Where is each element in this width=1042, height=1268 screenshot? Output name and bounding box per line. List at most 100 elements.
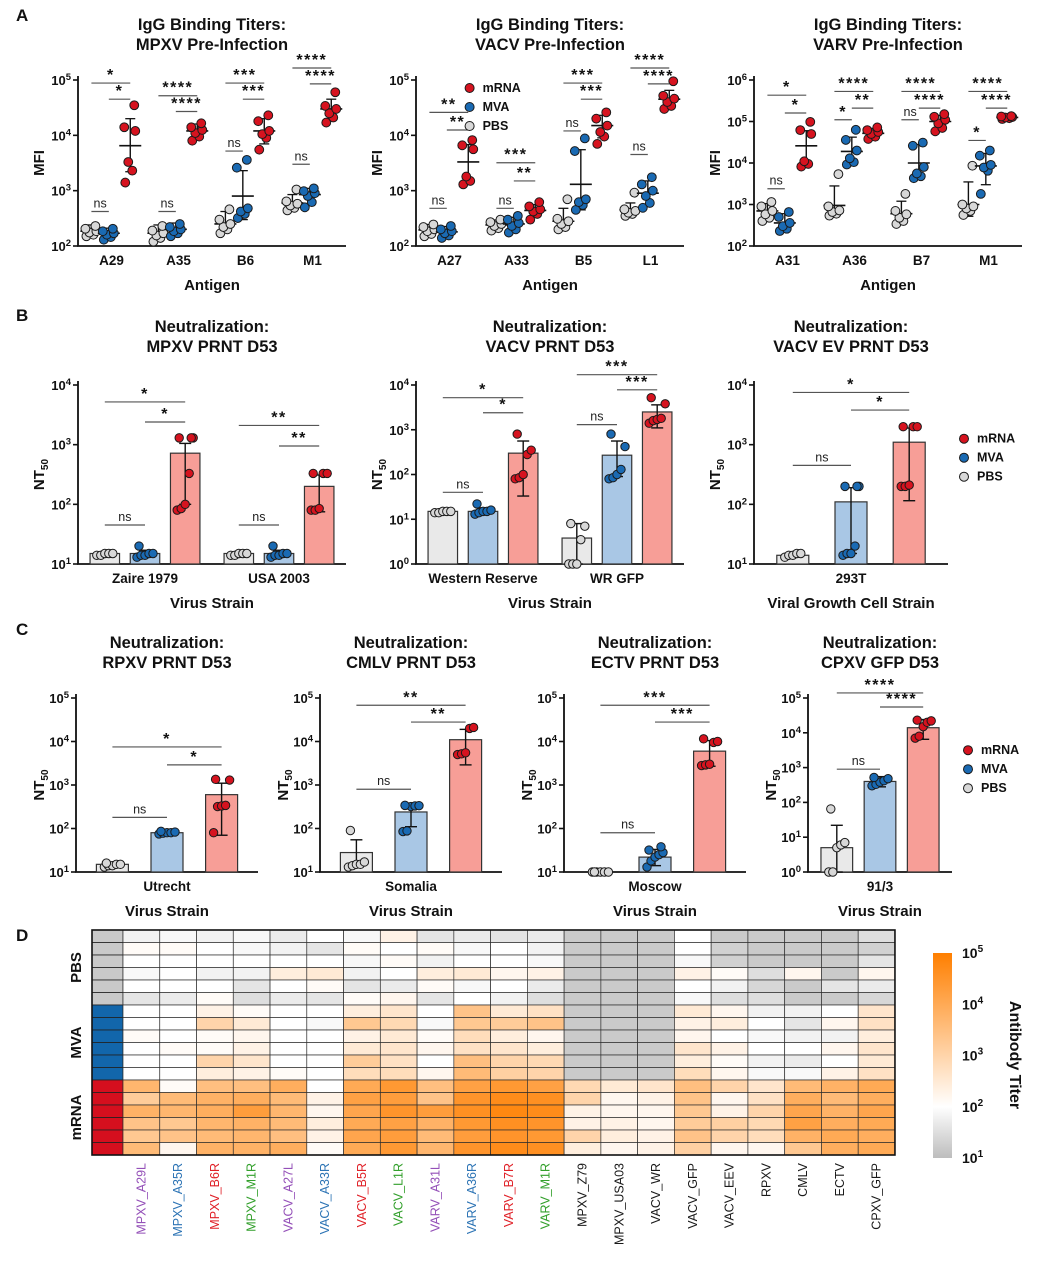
heatmap-cell: [674, 942, 712, 956]
heatmap-cell: [306, 1029, 344, 1043]
heatmap-cell: [306, 1117, 344, 1131]
x-axis-label: Virus Strain: [838, 903, 922, 920]
chart-title-line2: CPXV GFP D53: [821, 654, 939, 672]
data-point: [460, 748, 471, 758]
data-point: [799, 156, 810, 167]
heatmap-cell: [490, 1092, 528, 1106]
heatmap-cell: [232, 1042, 271, 1056]
sig-label: ns: [621, 818, 634, 832]
data-point: [576, 534, 586, 545]
heatmap-cell: [343, 1129, 381, 1143]
heatmap-cell: [637, 967, 675, 981]
heatmap-cell: [857, 1042, 896, 1056]
legend-swatch: [959, 452, 969, 463]
data-point: [359, 857, 370, 867]
heatmap-cell: [343, 1042, 381, 1056]
y-tick-label: 102: [781, 794, 801, 810]
heatmap-cell: [600, 929, 638, 943]
panel-label-d: D: [16, 926, 29, 945]
colorbar-tick: 103: [962, 1047, 984, 1064]
heatmap-cell: [784, 979, 822, 993]
column-label: VARV_A31L: [428, 1163, 442, 1232]
heatmap-cell: [784, 1017, 822, 1031]
heatmap-cell: [196, 942, 234, 956]
colorbar-tick: 101: [962, 1149, 984, 1166]
y-tick-label: 104: [727, 155, 747, 171]
data-point: [606, 429, 616, 439]
heatmap-cell: [453, 1029, 491, 1043]
chart-igg-varv: IgG Binding Titers: VARV Pre-Infection 102…: [706, 4, 1034, 298]
colorbar-tick: 102: [962, 1098, 984, 1115]
heatmap-cell: [269, 942, 308, 956]
group-cell-PBS: [91, 954, 124, 968]
heatmap-cell: [527, 1054, 565, 1068]
data-point: [704, 759, 715, 769]
data-point: [929, 111, 940, 122]
heatmap-cell: [563, 1117, 602, 1131]
sig-label: ns: [133, 802, 146, 816]
heatmap-cell: [379, 1079, 418, 1093]
data-point: [119, 122, 130, 133]
data-point: [603, 867, 614, 877]
heatmap-cell: [857, 967, 896, 981]
heatmap-cell: [527, 1117, 565, 1131]
data-point: [975, 189, 986, 199]
heatmap-cell: [306, 1004, 344, 1018]
chart-title-line1: Neutralization:: [598, 634, 713, 652]
y-tick-label: 101: [293, 864, 313, 880]
data-point: [840, 135, 851, 145]
data-point: [467, 135, 478, 146]
sig-label: *: [792, 97, 800, 114]
heatmap-cell: [674, 1029, 712, 1043]
group-cell-mRNA: [91, 1092, 124, 1106]
chart-neut-cpxv: Neutralization: CPXV GFP D53 100 101 102 103 1…: [762, 622, 1038, 924]
colorbar-tick: 105: [962, 944, 984, 961]
heatmap-cell: [306, 942, 344, 956]
heatmap-cell: [122, 929, 161, 943]
heatmap-cell: [416, 942, 455, 956]
sig-label: ***: [233, 67, 256, 84]
heatmap-cell: [821, 1079, 859, 1093]
heatmap-cell: [857, 1129, 896, 1143]
data-point: [435, 224, 446, 235]
heatmap-cell: [821, 954, 859, 968]
data-point: [445, 221, 456, 231]
data-point: [502, 214, 513, 225]
data-point: [461, 171, 472, 182]
y-axis-label: MFI: [707, 150, 724, 176]
heatmap-cell: [710, 1054, 749, 1068]
chart-neut-ectv: Neutralization: ECTV PRNT D53 101 102 103 104…: [518, 622, 756, 924]
heatmap-cell: [196, 929, 234, 943]
heatmap-cell: [821, 1117, 859, 1131]
bar-MVA: [467, 510, 499, 565]
data-point: [656, 413, 666, 424]
heatmap-cell: [563, 929, 602, 943]
heatmap-cell: [232, 1129, 271, 1143]
group-cell-mRNA: [91, 1129, 124, 1143]
chart-igg-vacv: IgG Binding Titers: VACV Pre-Infection 102…: [368, 4, 696, 298]
y-axis-label: NT50: [369, 459, 389, 491]
heatmap-cell: [416, 1142, 455, 1156]
heatmap-cell: [269, 1142, 308, 1156]
group-cell-PBS: [91, 942, 124, 956]
sig-label: *: [161, 406, 169, 423]
data-point: [602, 120, 613, 131]
heatmap-cell: [563, 992, 602, 1006]
heatmap-cell: [747, 1067, 786, 1081]
column-label: CPXV_GFP: [870, 1163, 884, 1230]
data-point: [833, 169, 844, 180]
sig-label: ns: [456, 477, 469, 491]
heatmap-cell: [710, 992, 749, 1006]
heatmap-cell: [600, 1029, 638, 1043]
heatmap-cell: [784, 954, 822, 968]
group-cell-mRNA: [91, 1104, 124, 1118]
heatmap-cell: [453, 1092, 491, 1106]
heatmap-cell: [490, 1079, 528, 1093]
heatmap-cell: [710, 1029, 749, 1043]
heatmap-cell: [453, 942, 491, 956]
y-tick-label: 102: [389, 467, 409, 483]
heatmap-cell: [453, 1067, 491, 1081]
heatmap-antibody-titer: PBS MVA mRNA MPXV_A29L MPXV_A35R MPXV_B6R MPXV…: [0, 922, 1042, 1268]
data-point: [552, 213, 563, 224]
sig-label: ***: [580, 83, 603, 100]
